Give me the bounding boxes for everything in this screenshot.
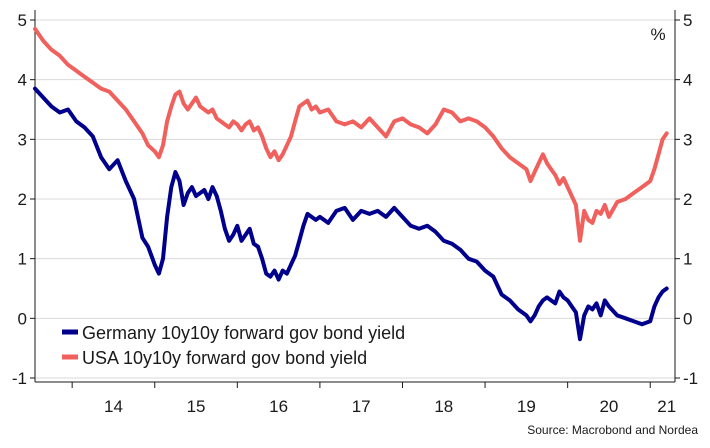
axes — [34, 10, 676, 383]
y-tick-label-right: 3 — [683, 130, 692, 149]
x-tick-label: 18 — [434, 397, 453, 416]
y-axis-right-ticks: -1 0 1 2 3 4 5 — [675, 11, 698, 388]
y-tick-label-left: 5 — [18, 11, 27, 30]
series-lines — [33, 26, 669, 342]
x-tick-label: 21 — [657, 397, 676, 416]
y-tick-label-right: 0 — [683, 309, 692, 328]
source-note: Source: Macrobond and Nordea — [527, 423, 698, 437]
series-line-usa — [33, 26, 669, 243]
legend-label-germany: Germany 10y10y forward gov bond yield — [82, 323, 405, 343]
legend: Germany 10y10y forward gov bond yield US… — [62, 323, 405, 368]
y-tick-label-right: 2 — [683, 190, 692, 209]
y-tick-label-left: 3 — [18, 130, 27, 149]
legend-item-germany: Germany 10y10y forward gov bond yield — [62, 323, 405, 343]
legend-label-usa: USA 10y10y forward gov bond yield — [82, 348, 367, 368]
x-tick-label: 19 — [517, 397, 536, 416]
x-axis-ticks: 14 15 16 17 18 19 20 21 — [71, 382, 676, 416]
y-tick-label-left: 2 — [18, 190, 27, 209]
y-tick-label-right: 4 — [683, 71, 692, 90]
y-tick-label-right: 5 — [683, 11, 692, 30]
unit-label: % — [650, 25, 665, 44]
series-line-germany — [33, 86, 669, 342]
y-axis-left-ticks: -1 0 1 2 3 4 5 — [12, 11, 35, 388]
legend-item-usa: USA 10y10y forward gov bond yield — [62, 348, 367, 368]
y-tick-label-left: 0 — [18, 309, 27, 328]
x-tick-label: 16 — [269, 397, 288, 416]
y-tick-label-right: -1 — [683, 369, 698, 388]
x-tick-label: 14 — [104, 397, 123, 416]
gridlines — [35, 19, 675, 379]
y-tick-label-left: 4 — [18, 71, 27, 90]
y-tick-label-right: 1 — [683, 250, 692, 269]
y-tick-label-left: 1 — [18, 250, 27, 269]
x-tick-label: 17 — [352, 397, 371, 416]
y-tick-label-left: -1 — [12, 369, 27, 388]
x-tick-label: 20 — [599, 397, 618, 416]
x-tick-label: 15 — [187, 397, 206, 416]
